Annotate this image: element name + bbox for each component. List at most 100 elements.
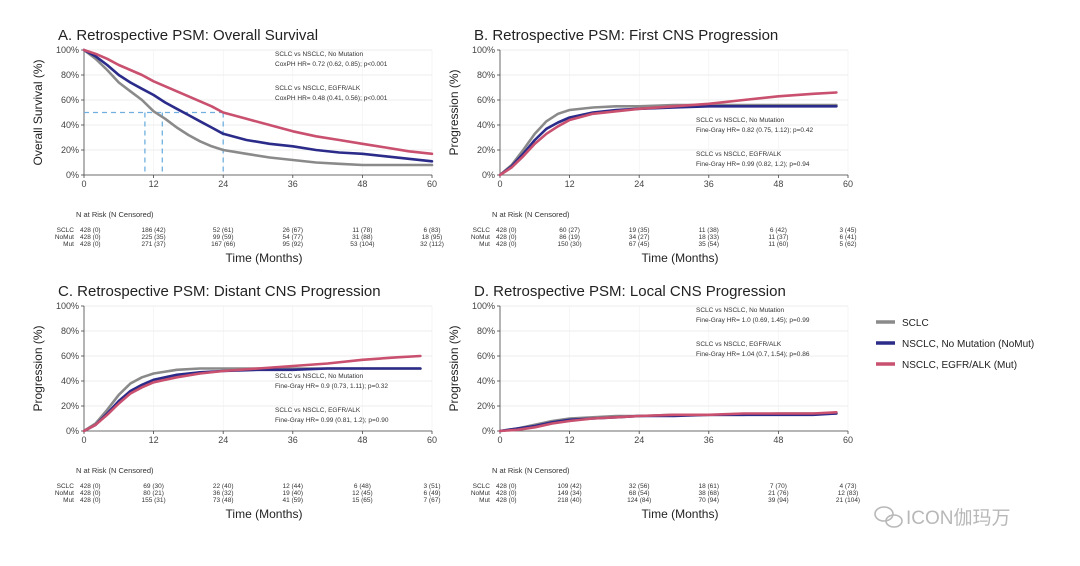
risk-cell: 52 (61) xyxy=(213,227,234,234)
hr-annotation-title: SCLC vs NSCLC, No Mutation xyxy=(696,117,785,124)
risk-cell: 225 (35) xyxy=(141,234,165,241)
risk-cell: 86 (19) xyxy=(559,234,580,241)
hr-annotation-value: CoxPH HR= 0.48 (0.41, 0.56); p<0.001 xyxy=(275,95,388,102)
risk-cell: 69 (30) xyxy=(143,483,164,490)
watermark: ICON伽玛万 xyxy=(874,506,1011,529)
risk-cell: 11 (38) xyxy=(699,227,719,234)
legend-label-sclc: SCLC xyxy=(902,318,929,329)
risk-cell: 428 (0) xyxy=(80,227,101,234)
panel-title: A. Retrospective PSM: Overall Survival xyxy=(58,27,318,44)
x-tick-label: 0 xyxy=(497,435,502,445)
hr-annotation-title: SCLC vs NSCLC, No Mutation xyxy=(275,373,364,380)
risk-cell: 12 (83) xyxy=(838,490,859,497)
x-tick-label: 36 xyxy=(288,179,298,189)
risk-cell: 155 (31) xyxy=(141,497,165,504)
risk-cell: 18 (61) xyxy=(698,483,719,490)
risk-table: N at Risk (N Censored) SCLC 428 (0) 69 (30)… xyxy=(55,466,441,504)
risk-cell: 12 (45) xyxy=(352,490,373,497)
risk-row-label: NoMut xyxy=(471,234,490,241)
risk-cell: 18 (33) xyxy=(698,234,719,241)
risk-cell: 18 (95) xyxy=(422,234,443,241)
x-tick-label: 12 xyxy=(565,435,575,445)
risk-cell: 41 (59) xyxy=(282,497,303,504)
risk-table-header: N at Risk (N Censored) xyxy=(492,210,570,219)
legend-label-nomut: NSCLC, No Mutation (NoMut) xyxy=(902,339,1034,350)
y-tick-label: 40% xyxy=(477,120,495,130)
risk-cell: 11 (60) xyxy=(768,241,788,248)
risk-cell: 3 (45) xyxy=(840,227,857,234)
y-tick-label: 20% xyxy=(61,145,79,155)
series-line-nomut xyxy=(82,367,422,433)
risk-cell: 11 (78) xyxy=(352,227,372,234)
x-axis-label: Time (Months) xyxy=(642,251,719,265)
watermark-text: ICON伽玛万 xyxy=(906,507,1011,529)
hr-annotation-value: Fine-Gray HR= 1.04 (0.7, 1.54); p=0.86 xyxy=(696,351,810,358)
risk-cell: 428 (0) xyxy=(496,227,517,234)
x-tick-label: 60 xyxy=(427,179,437,189)
x-axis-label: Time (Months) xyxy=(226,507,303,521)
x-tick-label: 24 xyxy=(634,179,644,189)
risk-cell: 36 (32) xyxy=(213,490,234,497)
hr-annotation-value: CoxPH HR= 0.72 (0.62, 0.85); p<0.001 xyxy=(275,61,388,68)
y-tick-label: 80% xyxy=(61,70,79,80)
y-tick-label: 40% xyxy=(61,120,79,130)
risk-cell: 6 (42) xyxy=(770,227,787,234)
risk-cell: 38 (68) xyxy=(698,490,719,497)
y-tick-label: 100% xyxy=(472,301,495,311)
y-tick-label: 80% xyxy=(477,70,495,80)
series-line-sclc xyxy=(82,48,434,167)
panel-title: B. Retrospective PSM: First CNS Progress… xyxy=(474,27,778,44)
y-tick-label: 0% xyxy=(66,426,79,436)
y-axis-label: Progression (%) xyxy=(447,325,461,411)
y-tick-label: 0% xyxy=(482,170,495,180)
series-line-mut xyxy=(82,354,422,433)
y-tick-label: 100% xyxy=(56,301,79,311)
x-axis-label: Time (Months) xyxy=(642,507,719,521)
risk-row-label: NoMut xyxy=(55,234,74,241)
x-tick-label: 12 xyxy=(149,179,159,189)
y-tick-label: 40% xyxy=(61,376,79,386)
risk-row-label: Mut xyxy=(479,497,490,504)
y-tick-label: 100% xyxy=(472,45,495,55)
risk-cell: 271 (37) xyxy=(141,241,165,248)
x-tick-label: 24 xyxy=(634,435,644,445)
risk-cell: 99 (59) xyxy=(213,234,234,241)
x-tick-label: 36 xyxy=(704,179,714,189)
risk-cell: 73 (48) xyxy=(213,497,234,504)
hr-annotation-value: Fine-Gray HR= 1.0 (0.69, 1.45); p=0.99 xyxy=(696,317,810,324)
x-tick-label: 0 xyxy=(497,179,502,189)
risk-cell: 6 (49) xyxy=(424,490,441,497)
y-tick-label: 40% xyxy=(477,376,495,386)
risk-row-label: SCLC xyxy=(473,227,491,234)
panel-2: B. Retrospective PSM: First CNS Progress… xyxy=(447,27,856,265)
x-tick-label: 60 xyxy=(843,179,853,189)
risk-cell: 428 (0) xyxy=(80,490,101,497)
risk-row-label: NoMut xyxy=(55,490,74,497)
legend: SCLC NSCLC, No Mutation (NoMut) NSCLC, E… xyxy=(876,318,1034,371)
risk-cell: 32 (112) xyxy=(420,241,444,248)
x-tick-label: 48 xyxy=(773,435,783,445)
risk-row-label: Mut xyxy=(63,497,74,504)
y-tick-label: 20% xyxy=(477,145,495,155)
hr-annotation-title: SCLC vs NSCLC, No Mutation xyxy=(275,51,364,58)
panel-title: D. Retrospective PSM: Local CNS Progress… xyxy=(474,283,786,300)
panel-3: C. Retrospective PSM: Distant CNS Progre… xyxy=(31,283,440,521)
risk-cell: 19 (35) xyxy=(629,227,650,234)
risk-row-label: Mut xyxy=(63,241,74,248)
x-tick-label: 36 xyxy=(288,435,298,445)
wechat-icon xyxy=(874,506,903,528)
y-tick-label: 60% xyxy=(477,351,495,361)
y-tick-label: 20% xyxy=(477,401,495,411)
risk-cell: 39 (94) xyxy=(768,497,789,504)
y-axis-label: Progression (%) xyxy=(447,69,461,155)
risk-cell: 35 (54) xyxy=(698,241,719,248)
risk-cell: 428 (0) xyxy=(496,490,517,497)
risk-cell: 4 (73) xyxy=(840,483,857,490)
risk-cell: 31 (88) xyxy=(352,234,373,241)
y-tick-label: 60% xyxy=(477,95,495,105)
risk-cell: 428 (0) xyxy=(80,483,101,490)
legend-label-mut: NSCLC, EGFR/ALK (Mut) xyxy=(902,360,1017,371)
panel-title: C. Retrospective PSM: Distant CNS Progre… xyxy=(58,283,381,300)
x-tick-label: 36 xyxy=(704,435,714,445)
